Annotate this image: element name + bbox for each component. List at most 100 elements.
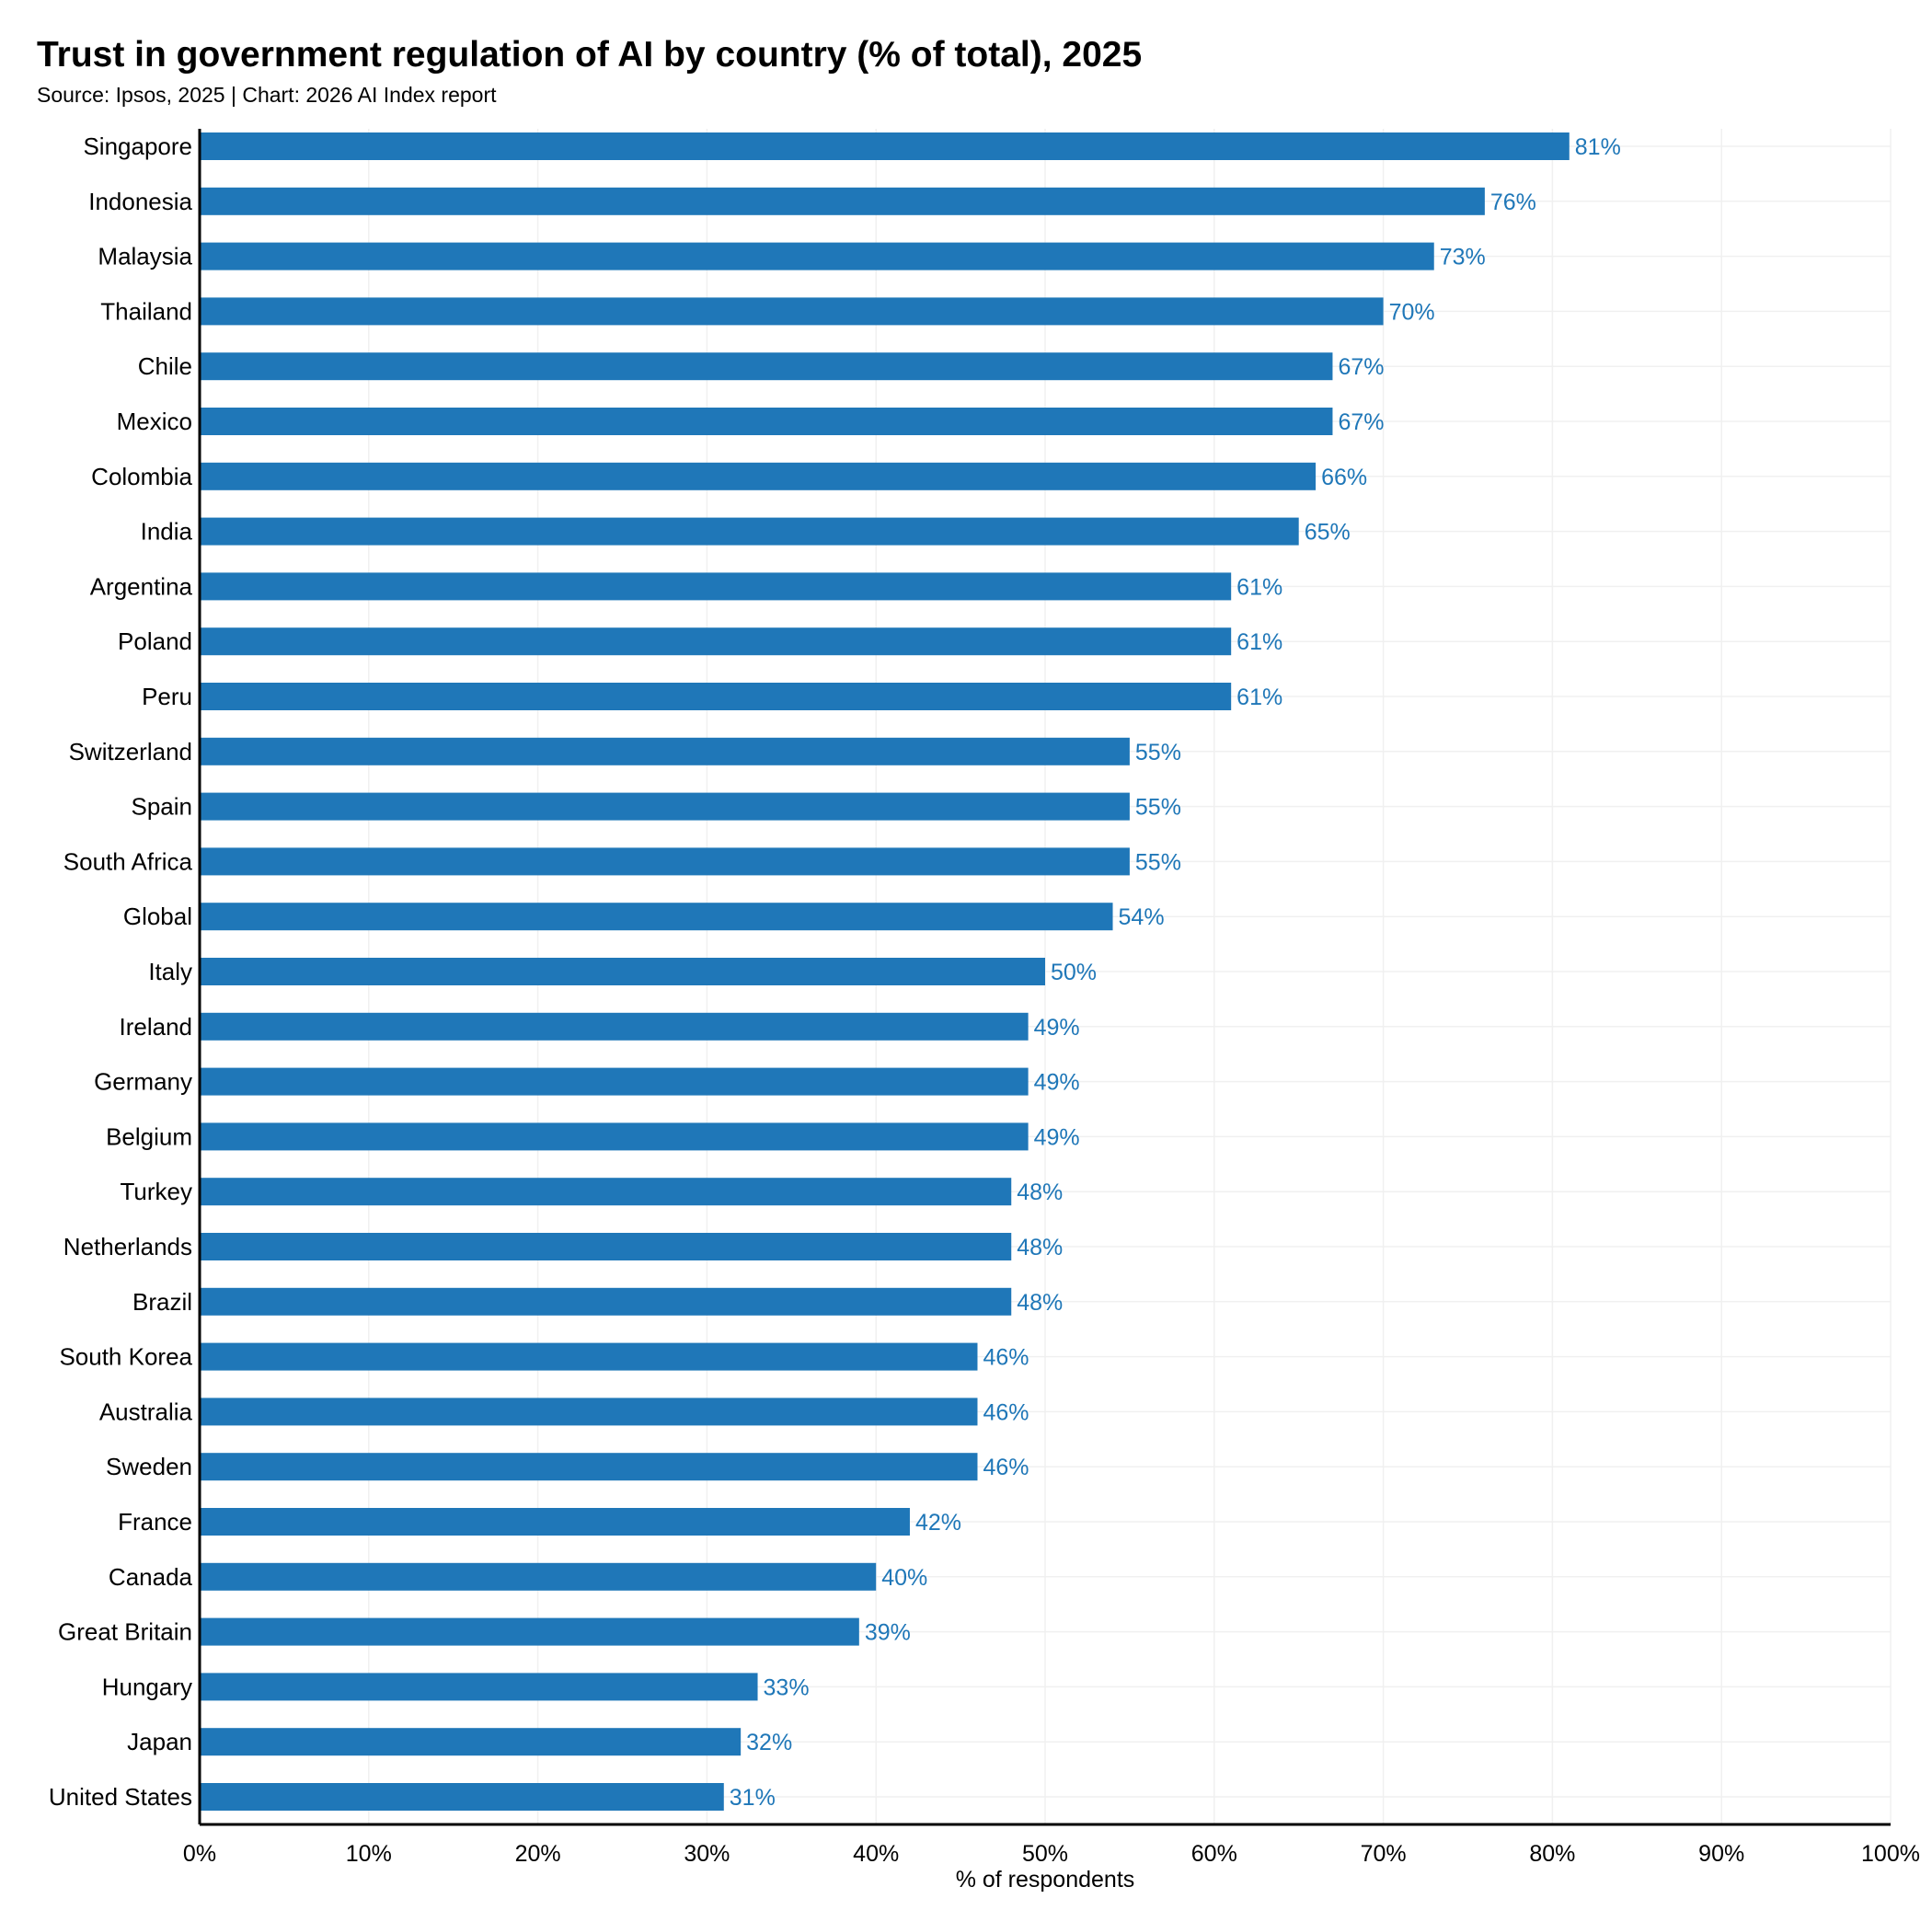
data-label: 46% <box>983 1345 1029 1371</box>
y-category-label: Colombia <box>91 463 192 490</box>
x-tick-label: 0% <box>183 1841 216 1867</box>
bar-argentina <box>200 572 1232 601</box>
y-category-label: United States <box>49 1783 192 1811</box>
data-label: 55% <box>1135 849 1181 875</box>
data-label: 55% <box>1135 795 1181 821</box>
bar-poland <box>200 627 1232 656</box>
x-tick-label: 20% <box>515 1841 561 1867</box>
bar-south-africa <box>200 847 1130 876</box>
y-category-label: Malaysia <box>98 243 192 270</box>
data-label: 61% <box>1236 574 1282 600</box>
bar-france <box>200 1508 910 1536</box>
data-label: 66% <box>1321 465 1367 490</box>
y-category-label: Italy <box>148 958 192 985</box>
data-label: 49% <box>1034 1124 1080 1150</box>
bar-thailand <box>200 297 1384 326</box>
chart-title: Trust in government regulation of AI by … <box>37 35 1143 75</box>
y-category-label: South Korea <box>59 1343 192 1371</box>
bar-mexico <box>200 408 1333 435</box>
data-label: 46% <box>983 1455 1029 1480</box>
data-label: 73% <box>1440 245 1486 270</box>
data-label: 49% <box>1034 1070 1080 1096</box>
data-label: 67% <box>1338 354 1384 380</box>
x-tick-label: 90% <box>1698 1841 1744 1867</box>
y-category-label: Ireland <box>120 1013 193 1041</box>
bar-united-states <box>200 1783 724 1811</box>
data-label: 42% <box>915 1510 961 1536</box>
data-label: 70% <box>1389 299 1435 325</box>
y-category-label: Peru <box>142 683 192 710</box>
y-category-label: Turkey <box>121 1178 193 1205</box>
x-tick-label: 80% <box>1529 1841 1575 1867</box>
data-label: 65% <box>1305 520 1351 546</box>
y-category-label: Germany <box>94 1068 192 1096</box>
y-category-label: Poland <box>118 627 192 655</box>
data-label: 31% <box>730 1785 776 1811</box>
data-label: 76% <box>1490 190 1536 215</box>
bar-italy <box>200 958 1045 985</box>
y-category-label: India <box>141 518 193 546</box>
bar-brazil <box>200 1287 1012 1316</box>
bar-netherlands <box>200 1233 1012 1260</box>
bar-chile <box>200 352 1333 381</box>
chart-subtitle: Source: Ipsos, 2025 | Chart: 2026 AI Ind… <box>37 83 497 107</box>
bar-canada <box>200 1562 877 1591</box>
x-tick-label: 30% <box>684 1841 730 1867</box>
y-category-label: Brazil <box>132 1288 192 1316</box>
data-label: 81% <box>1575 134 1621 160</box>
bar-south-korea <box>200 1342 978 1371</box>
y-category-label: Netherlands <box>63 1233 192 1260</box>
y-category-label: Mexico <box>117 408 192 435</box>
bar-great-britain <box>200 1617 859 1646</box>
y-category-label: Great Britain <box>58 1618 192 1646</box>
data-label: 48% <box>1017 1235 1063 1260</box>
bar-ireland <box>200 1012 1029 1041</box>
x-tick-label: 100% <box>1861 1841 1920 1867</box>
x-axis-title: % of respondents <box>956 1867 1135 1893</box>
data-label: 67% <box>1338 409 1384 435</box>
data-label: 61% <box>1236 685 1282 710</box>
bar-belgium <box>200 1122 1029 1151</box>
bar-singapore <box>200 132 1570 160</box>
data-label: 61% <box>1236 629 1282 655</box>
bar-sweden <box>200 1453 978 1481</box>
data-label: 39% <box>865 1620 911 1646</box>
y-category-label: Switzerland <box>69 738 192 765</box>
data-label: 46% <box>983 1399 1029 1425</box>
y-category-label: South Africa <box>63 847 193 875</box>
data-label: 40% <box>881 1565 927 1591</box>
bar-indonesia <box>200 187 1485 215</box>
bar-hungary <box>200 1673 758 1701</box>
bar-spain <box>200 792 1130 821</box>
y-category-label: Australia <box>99 1398 193 1425</box>
bar-australia <box>200 1398 978 1426</box>
y-category-label: Global <box>123 903 192 930</box>
x-tick-label: 60% <box>1191 1841 1237 1867</box>
bar-japan <box>200 1728 742 1756</box>
data-label: 54% <box>1119 904 1165 930</box>
bar-colombia <box>200 462 1317 490</box>
y-category-label: Belgium <box>106 1122 192 1150</box>
y-category-label: Indonesia <box>88 188 192 215</box>
y-category-label: Singapore <box>83 132 192 160</box>
y-category-label: Hungary <box>102 1673 192 1700</box>
y-category-label: Canada <box>109 1563 193 1591</box>
x-tick-label: 10% <box>346 1841 392 1867</box>
y-category-label: Chile <box>138 352 192 380</box>
data-label: 50% <box>1051 960 1097 985</box>
x-tick-label: 70% <box>1361 1841 1407 1867</box>
bar-germany <box>200 1067 1029 1096</box>
bar-peru <box>200 683 1232 710</box>
y-category-label: Thailand <box>100 297 192 325</box>
bar-global <box>200 903 1113 931</box>
data-label: 48% <box>1017 1179 1063 1205</box>
y-category-label: Spain <box>132 793 193 821</box>
data-label: 32% <box>746 1730 792 1755</box>
data-label: 33% <box>764 1674 810 1700</box>
y-category-label: France <box>118 1508 192 1536</box>
y-category-label: Japan <box>127 1728 192 1755</box>
x-tick-label: 40% <box>853 1841 899 1867</box>
y-category-label: Argentina <box>90 572 193 600</box>
data-label: 55% <box>1135 740 1181 765</box>
